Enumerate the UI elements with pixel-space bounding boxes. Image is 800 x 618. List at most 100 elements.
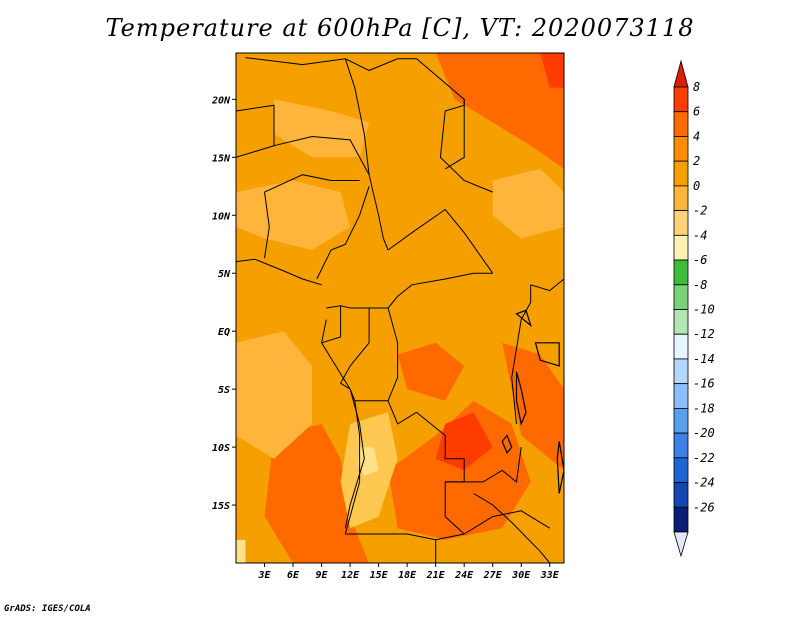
lake-outline [515,371,527,426]
x-tick-label: 15E [370,570,389,581]
border-line [264,192,270,259]
grads-credit: GrADS: IGES/COLA [4,604,91,614]
border-line [316,186,370,280]
y-tick-label: 10N [212,211,231,222]
colorbar-cell [673,210,689,236]
colorbar-label: 2 [693,154,700,168]
contour-warm-sudan [492,168,564,239]
colorbar-label: -24 [693,476,715,490]
x-tick-label: 9E [316,570,329,581]
colorbar-cell [673,383,689,409]
contour-hot-angola-coast [264,423,370,563]
colorbar-cell [673,234,689,261]
map-frame [235,52,565,564]
colorbar: 8 6 4 2 0 -2 -4 -6 -8 -10 -12 -14 -16 -18 -20 -22 -24 -26 [673,59,715,558]
coastline [236,258,322,286]
colorbar-label: -20 [693,426,715,440]
contour-warm-sahel [274,99,370,158]
y-tick-label: 15N [212,153,231,164]
colorbar-label: -2 [693,204,707,218]
colorbar-cell [673,482,689,508]
colorbar-label: -8 [693,278,707,292]
border-line [344,58,389,251]
border-line [344,400,361,535]
x-tick-label: 18E [398,570,417,581]
x-tick-label: 30E [511,570,531,581]
x-tick-label: 3E [257,570,271,581]
border-line [473,493,551,563]
contour-hottest-core [435,412,493,471]
contour-cool-sw-corner [236,539,246,563]
colorbar-label: 8 [693,80,700,94]
lake-outline [534,342,560,367]
border-line [264,174,360,193]
y-tick-label: 5N [218,269,231,280]
colorbar-cell [673,333,689,360]
colorbar-cell [673,309,689,335]
colorbar-label: -18 [693,401,715,415]
contour-hottest-ne [540,53,564,88]
border-line [511,284,532,424]
border-line [349,388,446,436]
x-tick-label: 24E [454,570,474,581]
colorbar-cell [673,358,689,385]
contour-hot-zambia [388,400,531,540]
x-tick-label: 27E [483,570,503,581]
contour-warm-nigeria [236,180,351,250]
border-line [321,305,342,344]
x-tick-label: 12E [341,570,360,581]
coastline [321,319,365,529]
colorbar-label: 4 [693,129,700,143]
y-tick-label: EQ [218,327,230,338]
contour-warm-ocean [236,331,313,459]
map-title: Temperature at 600hPa [C], VT: 202007311… [105,14,695,42]
border-line [326,305,370,309]
colorbar-cell [673,160,689,187]
colorbar-cell [673,506,689,533]
x-tick-label: 6E [287,570,300,581]
colorbar-cell [673,86,689,113]
colorbar-cell [673,407,689,434]
x-tick-label: 33E [540,570,560,581]
colorbar-label: -12 [693,327,715,341]
border-line [339,308,370,390]
colorbar-bottom-arrow [673,531,689,558]
contour-hot-congo [397,342,465,401]
lake-outline [556,441,564,494]
border-line [387,208,494,274]
contour-coolest-angola [357,447,379,477]
colorbar-label: -4 [693,228,707,242]
temperature-map: 3E 6E 9E 12E 15E 18E 21E 24E 27E 30E 33E 20N 15N 10N 5… [211,52,565,581]
colorbar-label: -22 [693,451,715,465]
border-line [387,307,399,401]
colorbar-cell [673,136,689,162]
border-line [530,278,564,292]
border-line [236,104,275,158]
border-line [439,99,493,193]
x-tick-label: 21E [426,570,446,581]
colorbar-cell [673,259,689,286]
colorbar-label: -14 [693,352,715,366]
contour-hot-northeast [435,53,564,169]
border-line [245,57,465,170]
colorbar-label: -16 [693,377,715,391]
colorbar-cell [673,111,689,137]
lake-outline [501,434,513,455]
colorbar-label: -10 [693,303,715,317]
lake-outline [515,309,532,328]
axis-ticks: 3E 6E 9E 12E 15E 18E 21E 24E 27E 30E 33E 20N 15N 10N 5… [211,95,560,581]
colorbar-label: -26 [693,500,715,514]
colorbar-label: 0 [693,179,700,193]
border-line [273,135,370,175]
y-tick-label: 15S [212,501,230,512]
y-tick-label: 10S [212,443,230,454]
colorbar-label: -6 [693,253,707,267]
colorbar-cell [673,432,689,459]
country-borders [236,57,564,563]
y-tick-label: 20N [211,95,231,106]
y-tick-label: 5S [218,385,230,396]
colorbar-label: 6 [693,105,700,119]
border-line [445,447,522,483]
colorbar-top-arrow [673,59,689,88]
